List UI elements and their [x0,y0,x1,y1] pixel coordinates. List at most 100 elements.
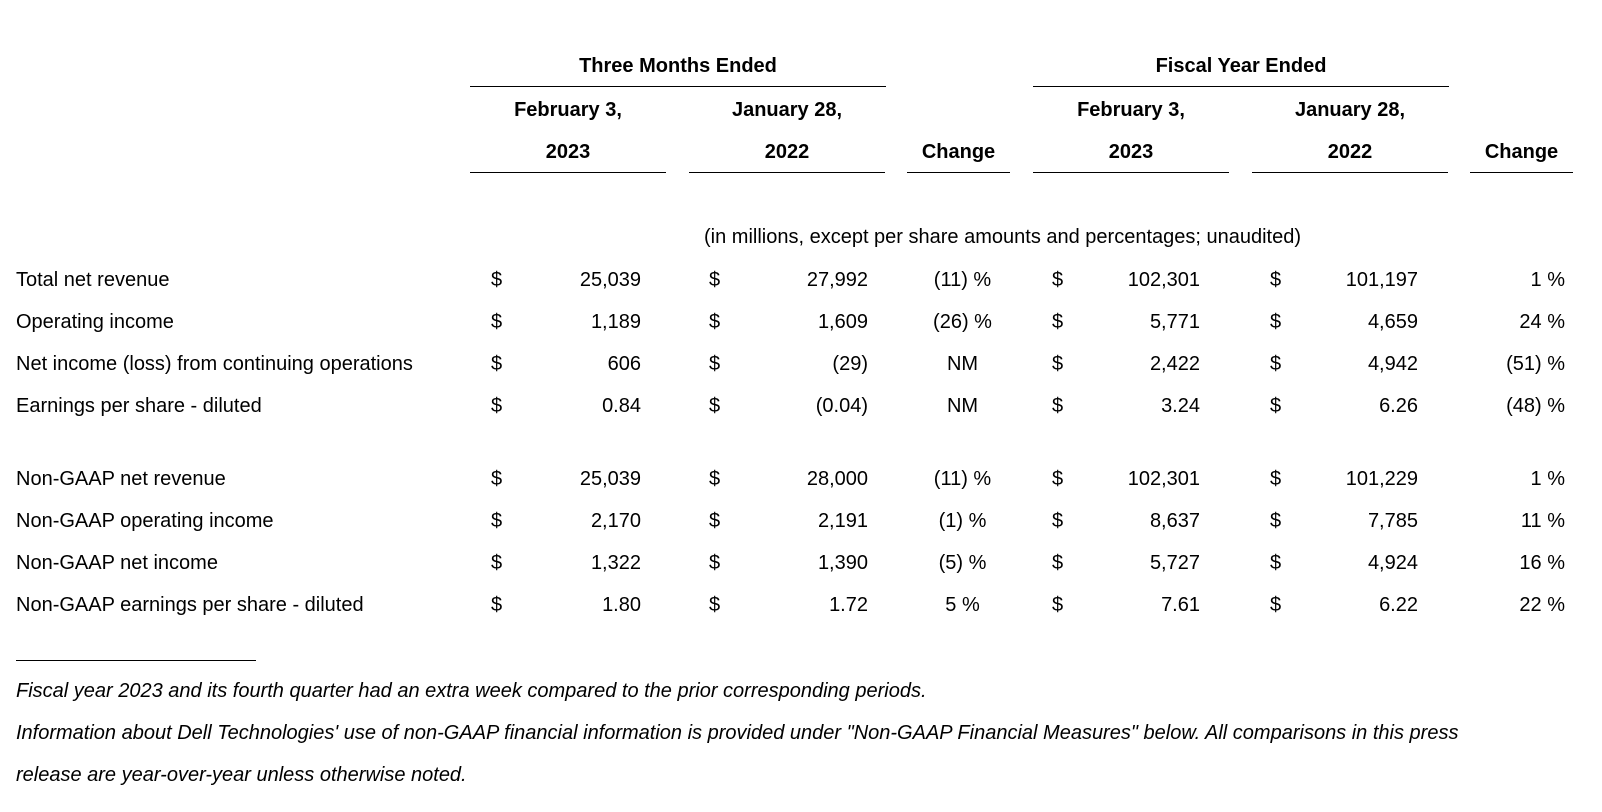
currency-symbol: $ [709,510,721,532]
value-q-2023: 1,322 [590,552,641,574]
value-q-2022: 28,000 [806,468,868,490]
value-f-2023: 102,301 [1127,269,1200,291]
footnote-extra-week: Fiscal year 2023 and its fourth quarter … [16,680,927,702]
row-label: Total net revenue [16,269,170,291]
row-label: Earnings per share - diluted [16,395,262,417]
col-rule-f-2023 [1033,172,1229,173]
header-fiscal-year-ended: Fiscal Year Ended [1155,55,1327,77]
currency-symbol: $ [491,468,503,490]
col-rule-q-change [907,172,1010,173]
currency-symbol: $ [1052,468,1064,490]
value-f-2022: 4,924 [1367,552,1418,574]
currency-symbol: $ [491,395,503,417]
value-q-2022: 1.72 [829,594,868,616]
currency-symbol: $ [709,468,721,490]
value-q-change: (26) % [933,311,992,333]
header-rule-fiscal-year [1033,86,1449,87]
currency-symbol: $ [1270,552,1282,574]
value-q-change: NM [946,353,979,375]
units-note: (in millions, except per share amounts a… [704,226,1302,248]
value-f-2023: 102,301 [1127,468,1200,490]
currency-symbol: $ [709,395,721,417]
row-label: Operating income [16,311,174,333]
value-f-change: 1 % [1530,269,1565,291]
col-rule-f-2022 [1252,172,1448,173]
currency-symbol: $ [491,269,503,291]
col-header-f-2023: 2023 [1108,141,1154,163]
value-f-2022: 6.26 [1379,395,1418,417]
value-f-change: 24 % [1519,311,1565,333]
col-rule-f-change [1470,172,1573,173]
currency-symbol: $ [709,594,721,616]
value-f-2023: 7.61 [1161,594,1200,616]
row-label: Non-GAAP net income [16,552,218,574]
value-f-2022: 101,229 [1345,468,1418,490]
currency-symbol: $ [709,552,721,574]
value-q-2023: 0.84 [602,395,641,417]
currency-symbol: $ [1052,510,1064,532]
col-header-q-2022: 2022 [764,141,810,163]
value-f-2023: 8,637 [1149,510,1200,532]
currency-symbol: $ [1270,311,1282,333]
value-q-2023: 25,039 [579,468,641,490]
header-rule-three-months [470,86,886,87]
value-f-change: 16 % [1519,552,1565,574]
col-rule-q-2022 [689,172,885,173]
currency-symbol: $ [709,269,721,291]
currency-symbol: $ [491,353,503,375]
currency-symbol: $ [1052,353,1064,375]
currency-symbol: $ [1052,269,1064,291]
value-q-2022: 1,609 [817,311,868,333]
currency-symbol: $ [1270,269,1282,291]
value-q-2023: 1,189 [590,311,641,333]
currency-symbol: $ [491,594,503,616]
col-header-f-2022: 2022 [1327,141,1373,163]
currency-symbol: $ [491,552,503,574]
col-header-q-jan: January 28, [731,99,843,121]
value-f-2022: 4,659 [1367,311,1418,333]
col-rule-q-2023 [470,172,666,173]
value-q-change: (11) % [933,468,992,490]
currency-symbol: $ [709,353,721,375]
footnote-separator [16,660,256,661]
value-q-change: (1) % [938,510,987,532]
value-q-2023: 25,039 [579,269,641,291]
currency-symbol: $ [1052,311,1064,333]
currency-symbol: $ [1270,353,1282,375]
currency-symbol: $ [1270,468,1282,490]
col-header-q-2023: 2023 [545,141,591,163]
currency-symbol: $ [491,311,503,333]
value-q-2023: 2,170 [590,510,641,532]
row-label: Non-GAAP net revenue [16,468,226,490]
value-q-change: NM [946,395,979,417]
value-f-2023: 5,771 [1149,311,1200,333]
col-header-q-change: Change [921,141,996,163]
col-header-f-jan: January 28, [1294,99,1406,121]
currency-symbol: $ [1052,594,1064,616]
value-q-2022: 2,191 [817,510,868,532]
row-label: Non-GAAP operating income [16,510,274,532]
value-q-2022: (29) [832,353,868,375]
value-q-2022: (0.04) [815,395,868,417]
footnote-comparisons: release are year-over-year unless otherw… [16,764,467,786]
value-q-change: (5) % [938,552,987,574]
value-f-2023: 3.24 [1161,395,1200,417]
value-q-2022: 1,390 [817,552,868,574]
currency-symbol: $ [1270,395,1282,417]
value-q-change: (11) % [933,269,992,291]
value-q-2023: 1.80 [602,594,641,616]
value-f-change: 11 % [1520,510,1565,532]
row-label: Non-GAAP earnings per share - diluted [16,594,364,616]
value-f-change: (48) % [1506,395,1565,417]
header-three-months-ended: Three Months Ended [579,55,777,77]
value-f-change: 1 % [1530,468,1565,490]
footnote-non-gaap-info: Information about Dell Technologies' use… [16,722,1459,744]
currency-symbol: $ [1270,594,1282,616]
currency-symbol: $ [1270,510,1282,532]
value-q-2022: 27,992 [806,269,868,291]
value-f-2022: 6.22 [1379,594,1418,616]
col-header-f-feb: February 3, [1077,99,1185,121]
currency-symbol: $ [491,510,503,532]
value-q-2023: 606 [607,353,641,375]
col-header-q-feb: February 3, [514,99,622,121]
